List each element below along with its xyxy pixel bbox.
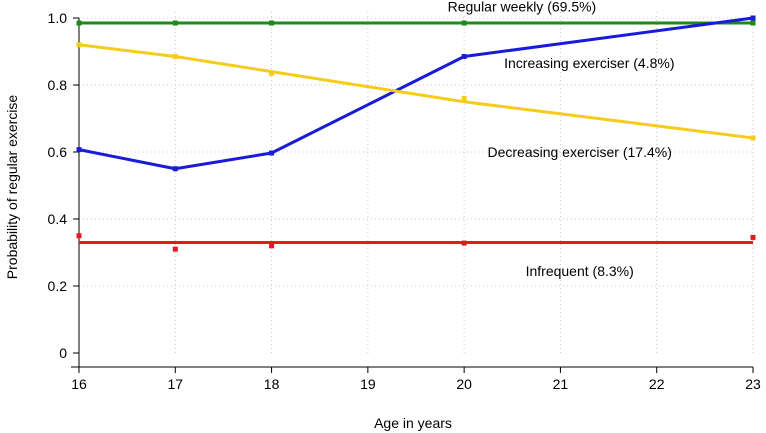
y-axis-title: Probability of regular exercise: [4, 95, 20, 280]
x-tick-label: 16: [71, 376, 87, 392]
x-tick-label: 19: [360, 376, 376, 392]
x-tick-label: 21: [553, 376, 569, 392]
x-tick-label: 20: [456, 376, 472, 392]
data-point: [269, 70, 275, 76]
y-tick-label: 0.8: [48, 77, 68, 93]
data-point: [269, 243, 275, 249]
data-point: [172, 54, 178, 60]
data-point: [76, 147, 82, 153]
x-axis-title: Age in years: [374, 415, 452, 431]
data-point: [172, 166, 178, 172]
data-point: [461, 240, 467, 246]
series-1: [76, 15, 756, 172]
data-point: [269, 20, 275, 26]
y-tick-label: 0.2: [48, 278, 68, 294]
y-tick-label: 0.6: [48, 144, 68, 160]
grid: [79, 12, 754, 353]
data-point: [172, 20, 178, 26]
data-point: [750, 20, 756, 26]
series-labels: Regular weekly (69.5%) Increasing exercis…: [448, 0, 675, 279]
y-tick-label: 0.4: [48, 211, 68, 227]
x-tick-label: 22: [649, 376, 665, 392]
x-tick-label: 18: [264, 376, 280, 392]
data-point: [76, 42, 82, 48]
series-2: [76, 42, 756, 141]
data-point: [750, 15, 756, 21]
data-point: [269, 150, 275, 156]
y-tick-label: 1.0: [48, 10, 68, 26]
x-tick-label: 23: [745, 376, 761, 392]
data-point: [750, 135, 756, 141]
data-point: [76, 20, 82, 26]
series-label: Regular weekly (69.5%): [448, 0, 597, 14]
axes: 0 0.2 0.4 0.6 0.8 1.0 16 17 18 19 20 21 22 23: [48, 10, 761, 392]
data-point: [461, 54, 467, 60]
data-point: [461, 20, 467, 26]
series-label: Decreasing exerciser (17.4%): [487, 144, 671, 160]
data-point: [172, 246, 178, 252]
series-0: [76, 20, 756, 26]
x-tick-label: 17: [167, 376, 183, 392]
data-point: [76, 233, 82, 239]
series-3: [76, 233, 756, 252]
series-group: [76, 15, 756, 252]
y-tick-label: 0: [59, 345, 67, 361]
data-point: [461, 95, 467, 101]
data-point: [750, 234, 756, 240]
series-label: Increasing exerciser (4.8%): [504, 55, 674, 71]
series-label: Infrequent (8.3%): [526, 263, 634, 279]
